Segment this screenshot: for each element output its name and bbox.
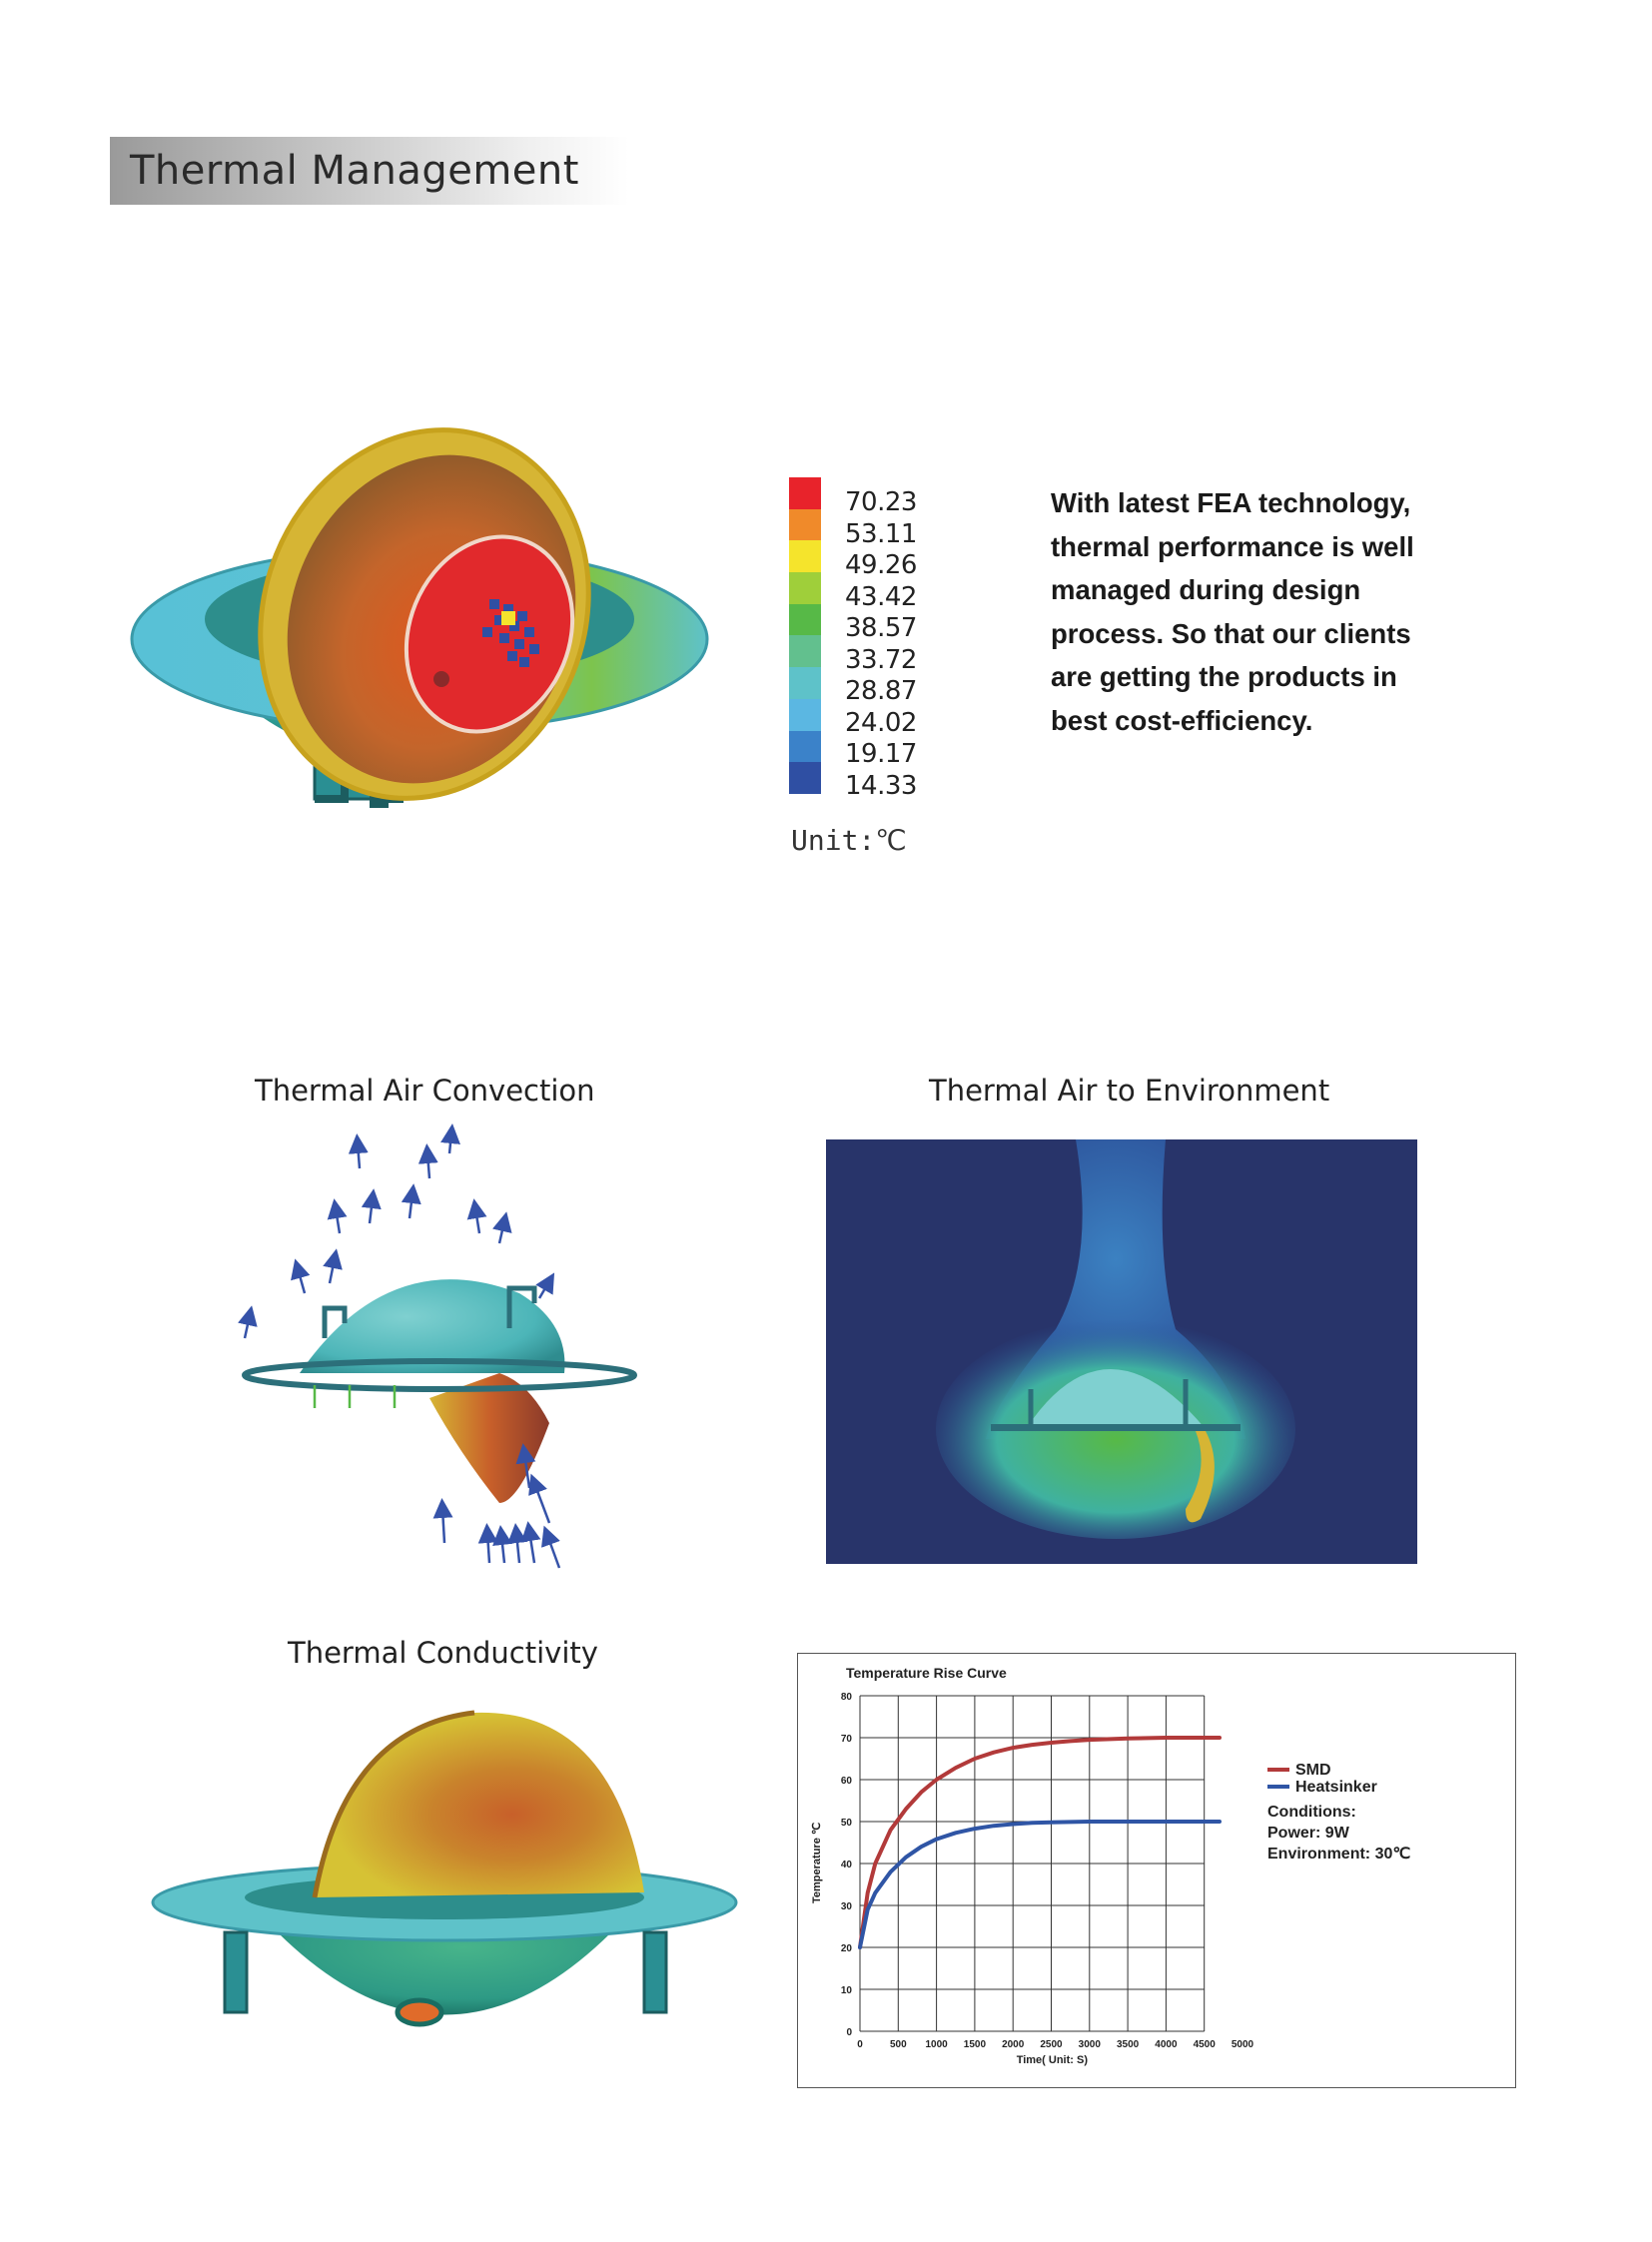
header-band: [110, 137, 629, 205]
chart-legend: SMD Heatsinker Conditions: Power: 9W Env…: [1267, 1762, 1410, 1863]
conditions-environment: Environment: 30℃: [1267, 1846, 1410, 1863]
x-tick-label: 2000: [1002, 2039, 1025, 2050]
chart-x-ticks: 0 500 1000 1500 2000 2500 3000 3500 4000 4500 5000: [857, 2039, 1253, 2050]
y-tick-label: 70: [841, 1734, 853, 1745]
x-tick-label: 4000: [1155, 2039, 1178, 2050]
y-tick-label: 50: [841, 1818, 853, 1829]
chart-y-ticks: 0 10 20 30 40 50 60 70 80: [841, 1692, 853, 2038]
legend-value: 33.72: [845, 644, 917, 675]
legend-swatch: [789, 572, 821, 604]
legend-value: 53.11: [845, 518, 917, 549]
legend-swatch: [789, 540, 821, 573]
legend-swatch: [789, 635, 821, 668]
legend-value: 28.87: [845, 676, 917, 706]
x-tick-label: 2500: [1040, 2039, 1063, 2050]
chart-series: [858, 1736, 1222, 1949]
air-to-environment-image: [826, 1139, 1417, 1564]
y-tick-label: 40: [841, 1860, 853, 1870]
y-tick-label: 0: [846, 2027, 852, 2038]
conditions-power: Power: 9W: [1267, 1825, 1350, 1842]
legend-swatch: [789, 603, 821, 636]
legend-value: 24.02: [845, 707, 917, 738]
temperature-rise-chart-frame: Temperature Rise Curve 0 10 20 30 40 50 60 70 80…: [797, 1653, 1516, 2088]
thermal-conductivity-image: [151, 1710, 738, 2027]
legend-label-smd: SMD: [1295, 1762, 1331, 1779]
x-tick-label: 5000: [1232, 2039, 1254, 2050]
y-tick-label: 60: [841, 1776, 853, 1787]
y-tick-label: 10: [841, 1985, 853, 1996]
series-line-smd: [858, 1736, 1222, 1949]
x-tick-label: 4500: [1194, 2039, 1217, 2050]
x-tick-label: 1000: [925, 2039, 948, 2050]
thermal-model-main-image: [130, 427, 709, 808]
legend-value: 43.42: [845, 581, 917, 612]
x-tick-label: 3500: [1117, 2039, 1140, 2050]
legend-value: 19.17: [845, 739, 917, 769]
temperature-rise-chart: Temperature Rise Curve 0 10 20 30 40 50 60 70 80…: [811, 1665, 1410, 2066]
y-tick-label: 80: [841, 1692, 853, 1703]
chart-title: Temperature Rise Curve: [846, 1665, 1007, 1681]
x-tick-label: 3000: [1079, 2039, 1102, 2050]
chart-y-axis-label: Temperature ℃: [811, 1823, 823, 1903]
x-tick-label: 0: [857, 2039, 863, 2050]
description-paragraph: With latest FEA technology, thermal perf…: [1051, 487, 1414, 736]
legend-value: 70.23: [845, 487, 917, 517]
series-line-heatsinker: [858, 1820, 1222, 1949]
legend-swatch: [789, 762, 821, 794]
legend-labels: 70.23 53.11 49.26 43.42 38.57 33.72 28.8…: [845, 487, 917, 802]
chart-x-axis-label: Time( Unit: S): [1017, 2054, 1089, 2066]
legend-swatch: [789, 730, 821, 763]
air-convection-image: [238, 1123, 637, 1569]
caption-air-convection: Thermal Air Convection: [255, 1074, 595, 1108]
legend-swatch: [789, 477, 821, 509]
legend-color-bar: [789, 477, 821, 794]
caption-conductivity: Thermal Conductivity: [288, 1636, 598, 1670]
y-tick-label: 20: [841, 1943, 853, 1954]
legend-value: 14.33: [845, 770, 917, 801]
legend-swatch: [789, 667, 821, 699]
page-title: Thermal Management: [130, 148, 579, 194]
legend-label-heatsinker: Heatsinker: [1295, 1779, 1377, 1796]
legend-swatch: [789, 698, 821, 731]
legend-value: 38.57: [845, 613, 917, 643]
legend-value: 49.26: [845, 550, 917, 580]
legend-unit-label: Unit:℃: [791, 824, 907, 857]
x-tick-label: 500: [890, 2039, 907, 2050]
conditions-title: Conditions:: [1267, 1804, 1356, 1821]
caption-air-to-environment: Thermal Air to Environment: [929, 1074, 1330, 1108]
legend-swatch: [789, 508, 821, 541]
x-tick-label: 1500: [964, 2039, 987, 2050]
y-tick-label: 30: [841, 1901, 853, 1912]
